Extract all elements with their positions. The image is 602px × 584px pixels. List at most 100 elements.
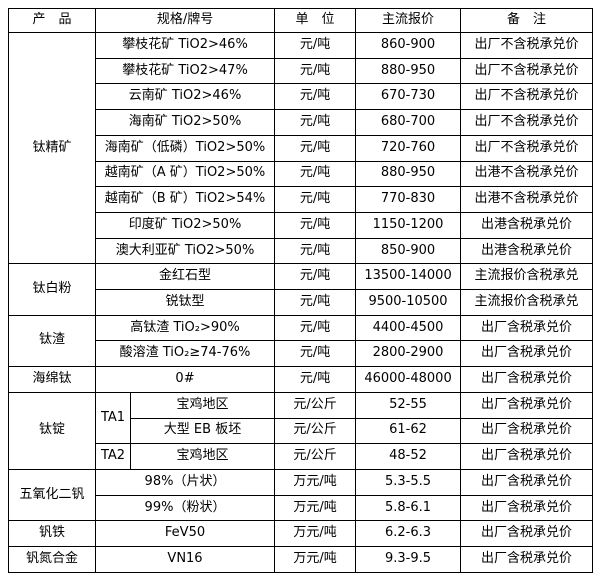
price-cell: 13500-14000 [355, 263, 462, 291]
spec-cell: 大型 EB 板坯 [129, 417, 276, 445]
spec-cell: 攀枝花矿 TiO2>47% [94, 57, 276, 85]
spec-cell: 宝鸡地区 [129, 443, 276, 470]
note-cell: 出厂含税承兑价 [460, 443, 594, 470]
spec-cell: 越南矿（B 矿）TiO2>54% [94, 186, 276, 213]
price-cell: 9.3-9.5 [355, 546, 462, 573]
note-cell: 出港不含税承兑价 [460, 160, 594, 188]
spec-cell: 0# [94, 366, 276, 393]
table-row: 澳大利亚矿 TiO2>50% 元/吨 850-900 出港含税承兑价 [9, 237, 594, 265]
price-cell: 6.2-6.3 [355, 520, 462, 548]
price-cell: 5.8-6.1 [355, 494, 462, 522]
unit-cell: 万元/吨 [274, 546, 357, 573]
header-unit: 单 位 [274, 8, 357, 33]
table-row: 钛精矿 攀枝花矿 TiO2>46% 元/吨 860-900 出厂不含税承兑价 [8, 31, 594, 265]
header-note: 备 注 [460, 8, 594, 33]
unit-cell: 元/吨 [274, 289, 357, 316]
spec-cell: 越南矿（A 矿）TiO2>50% [94, 160, 276, 188]
price-cell: 5.3-5.5 [355, 468, 462, 496]
price-cell: 880-950 [355, 160, 462, 188]
note-cell: 出厂不含税承兑价 [460, 83, 594, 111]
note-cell: 出港含税承兑价 [460, 237, 594, 265]
note-cell: 出厂含税承兑价 [460, 314, 594, 342]
unit-cell: 元/吨 [274, 237, 357, 265]
price-cell: 2800-2900 [355, 340, 462, 368]
note-cell: 出厂不含税承兑价 [460, 109, 594, 136]
price-cell: 48-52 [355, 443, 462, 470]
spec-cell: 印度矿 TiO2>50% [94, 211, 276, 239]
table-row: 越南矿（A 矿）TiO2>50% 元/吨 880-950 出港不含税承兑价 [9, 160, 594, 188]
note-cell: 出厂不含税承兑价 [460, 57, 594, 85]
price-cell: 720-760 [355, 134, 462, 162]
price-cell: 680-700 [355, 109, 462, 136]
spec-cell: 99%（粉状） [94, 494, 276, 522]
spec-cell: 海南矿 TiO2>50% [94, 109, 276, 136]
spec-cell: 酸溶渣 TiO₂≥74-76% [94, 340, 276, 368]
price-cell: 850-900 [355, 237, 462, 265]
unit-cell: 元/吨 [274, 32, 357, 59]
price-cell: 670-730 [355, 83, 462, 111]
table-row: 大型 EB 板坯 元/公斤 61-62 出厂含税承兑价 [9, 417, 594, 445]
unit-cell: 元/吨 [274, 314, 357, 342]
spec-cell: 高钛渣 TiO₂>90% [94, 314, 276, 342]
table-row: 印度矿 TiO2>50% 元/吨 1150-1200 出港含税承兑价 [9, 211, 594, 239]
unit-cell: 万元/吨 [274, 468, 357, 496]
spec-cell: 98%（片状） [94, 468, 276, 496]
note-cell: 出厂含税承兑价 [460, 340, 594, 368]
unit-cell: 元/吨 [274, 186, 357, 213]
spec-cell: 金红石型 [94, 263, 276, 291]
table-header-row: 产 品 规格/牌号 单 位 主流报价 备 注 [8, 8, 594, 33]
note-cell: 出厂含税承兑价 [460, 366, 594, 393]
product-cell: 五氧化二钒 [8, 468, 96, 522]
header-price: 主流报价 [355, 8, 462, 33]
note-cell: 出厂含税承兑价 [460, 391, 594, 419]
unit-cell: 元/吨 [274, 134, 357, 162]
grade-cell: TA2 [95, 443, 131, 470]
spec-cell: 宝鸡地区 [129, 391, 276, 419]
product-cell: 钛锭 [8, 391, 96, 470]
price-cell: 880-950 [355, 57, 462, 85]
product-cell: 钛渣 [8, 314, 96, 368]
unit-cell: 元/吨 [274, 57, 357, 85]
note-cell: 出厂含税承兑价 [460, 494, 594, 522]
note-cell: 出厂含税承兑价 [460, 546, 594, 573]
spec-cell: 攀枝花矿 TiO2>46% [94, 32, 276, 59]
spec-cell: 海南矿（低磷）TiO2>50% [94, 134, 276, 162]
spec-cell: 云南矿 TiO2>46% [94, 83, 276, 111]
unit-cell: 元/公斤 [274, 443, 357, 470]
table-row: 钒氮合金 VN16 万元/吨 9.3-9.5 出厂含税承兑价 [8, 546, 594, 573]
table-row: 海绵钛 0# 元/吨 46000-48000 出厂含税承兑价 [8, 366, 594, 393]
note-cell: 出厂不含税承兑价 [460, 32, 594, 59]
table-row: 钒铁 FeV50 万元/吨 6.2-6.3 出厂含税承兑价 [8, 520, 594, 548]
product-cell: 钒铁 [8, 520, 96, 548]
table-row: 越南矿（B 矿）TiO2>54% 元/吨 770-830 出港不含税承兑价 [9, 186, 594, 213]
note-cell: 出厂含税承兑价 [460, 520, 594, 548]
unit-cell: 元/公斤 [274, 391, 357, 419]
spec-cell: 澳大利亚矿 TiO2>50% [94, 237, 276, 265]
price-cell: 770-830 [355, 186, 462, 213]
price-cell: 61-62 [355, 417, 462, 445]
price-cell: 52-55 [355, 391, 462, 419]
note-cell: 出厂不含税承兑价 [460, 134, 594, 162]
unit-cell: 元/公斤 [274, 417, 357, 445]
table-row: 酸溶渣 TiO₂≥74-76% 元/吨 2800-2900 出厂含税承兑价 [9, 340, 594, 368]
unit-cell: 元/吨 [274, 263, 357, 291]
product-cell: 海绵钛 [8, 366, 96, 393]
price-cell: 860-900 [355, 32, 462, 59]
table-row: 99%（粉状） 万元/吨 5.8-6.1 出厂含税承兑价 [9, 494, 594, 522]
table-row: 云南矿 TiO2>46% 元/吨 670-730 出厂不含税承兑价 [9, 83, 594, 111]
table-row: 钛渣 高钛渣 TiO₂>90% 元/吨 4400-4500 出厂含税承兑价 [8, 314, 594, 368]
note-cell: 出港含税承兑价 [460, 211, 594, 239]
table-row: 五氧化二钒 98%（片状） 万元/吨 5.3-5.5 出厂含税承兑价 [8, 468, 594, 522]
note-cell: 主流报价含税承兑 [460, 289, 594, 316]
table-row: 海南矿（低磷）TiO2>50% 元/吨 720-760 出厂不含税承兑价 [9, 134, 594, 162]
titanium-price-table: 产 品 规格/牌号 单 位 主流报价 备 注 钛精矿 攀枝花矿 TiO2>46%… [8, 8, 594, 573]
note-cell: 主流报价含税承兑 [460, 263, 594, 291]
spec-cell: VN16 [94, 546, 276, 573]
note-cell: 出厂含税承兑价 [460, 468, 594, 496]
table-row: 钛锭 TA1 宝鸡地区 元/公斤 52-55 出厂含税承兑价 [8, 391, 594, 470]
price-cell: 1150-1200 [355, 211, 462, 239]
note-cell: 出厂含税承兑价 [460, 417, 594, 445]
note-cell: 出港不含税承兑价 [460, 186, 594, 213]
unit-cell: 元/吨 [274, 160, 357, 188]
